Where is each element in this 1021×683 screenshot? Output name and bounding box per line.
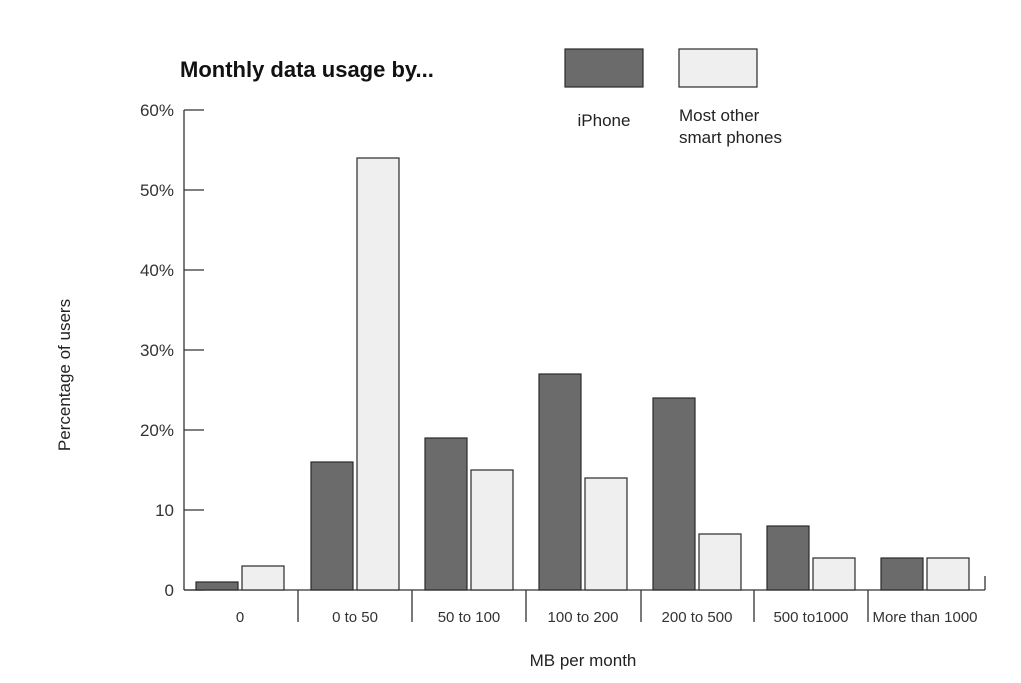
y-tick-label: 60%	[140, 101, 174, 120]
y-tick-label: 0	[165, 581, 174, 600]
bars: 0 0 to 50 50 to 100 100 to 200 200 to 500 500…	[195, 157, 978, 626]
bar-other-2	[470, 469, 514, 591]
bar-iphone-6	[880, 557, 924, 591]
legend: iPhone Most other smart phones	[564, 48, 782, 147]
legend-swatch-0	[564, 48, 644, 88]
bar-other-3	[584, 477, 628, 591]
y-tick-label: 50%	[140, 181, 174, 200]
legend-swatch-1	[678, 48, 758, 88]
x-tick-label: 0	[236, 609, 244, 626]
chart-title: Monthly data usage by...	[180, 57, 434, 82]
x-tick-label: 100 to 200	[548, 609, 619, 626]
bar-iphone-1	[310, 461, 354, 591]
bar-iphone-2	[424, 437, 468, 591]
legend-label: Most other	[679, 106, 760, 125]
y-tick-label: 10	[155, 501, 174, 520]
bar-iphone-3	[538, 373, 582, 591]
x-tick-label: More than 1000	[872, 609, 977, 626]
y-axis-label: Percentage of users	[55, 299, 74, 451]
x-tick-label: 200 to 500	[662, 609, 733, 626]
x-tick-label: 500 to1000	[773, 609, 848, 626]
legend-label: iPhone	[578, 111, 631, 130]
bar-other-6	[926, 557, 970, 591]
x-tick-label: 50 to 100	[438, 609, 501, 626]
bar-other-1	[356, 157, 400, 591]
bar-other-0	[241, 565, 285, 591]
y-tick-label: 20%	[140, 421, 174, 440]
bar-iphone-4	[652, 397, 696, 591]
bar-other-4	[698, 533, 742, 591]
legend-label: smart phones	[679, 128, 782, 147]
x-tick-label: 0 to 50	[332, 609, 378, 626]
bar-iphone-5	[766, 525, 810, 591]
bar-other-5	[812, 557, 856, 591]
y-tick-label: 30%	[140, 341, 174, 360]
bar-iphone-0	[195, 581, 239, 591]
x-axis-label: MB per month	[530, 651, 637, 670]
y-tick-label: 40%	[140, 261, 174, 280]
